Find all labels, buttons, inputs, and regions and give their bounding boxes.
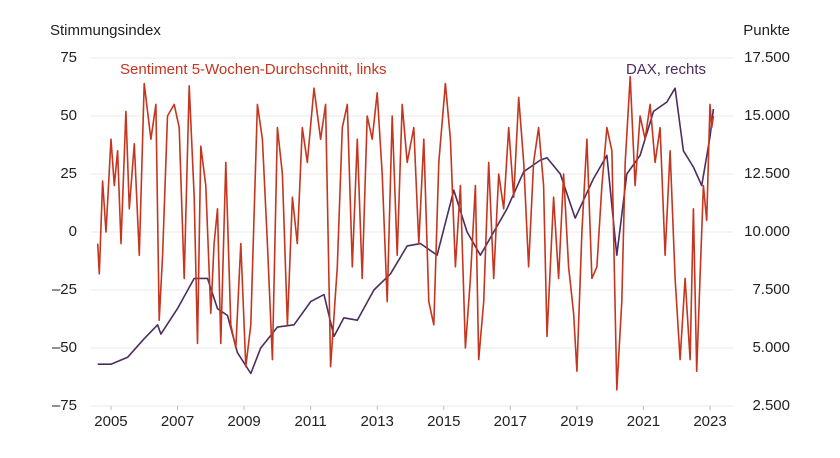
y2-axis-label: Punkte bbox=[743, 22, 790, 39]
series-line bbox=[96, 75, 715, 391]
y2-tick-label: 5.000 bbox=[752, 339, 790, 356]
y2-tick-label: 12.500 bbox=[744, 165, 790, 182]
x-tick-label: 2015 bbox=[427, 413, 460, 430]
x-tick-label: 2019 bbox=[560, 413, 593, 430]
x-tick-label: 2023 bbox=[693, 413, 726, 430]
x-tick-label: 2007 bbox=[161, 413, 194, 430]
legend-label: DAX, rechts bbox=[626, 61, 706, 78]
y-tick-label: 75 bbox=[60, 49, 77, 66]
legend-label: Sentiment 5-Wochen-Durchschnitt, links bbox=[120, 61, 387, 78]
y-tick-label: 50 bbox=[60, 107, 77, 124]
y-tick-label: –25 bbox=[52, 281, 77, 298]
x-tick-label: 2011 bbox=[295, 413, 327, 430]
series-line bbox=[97, 87, 715, 375]
y-tick-label: –75 bbox=[52, 397, 77, 414]
x-tick-label: 2005 bbox=[94, 413, 127, 430]
x-tick-label: 2013 bbox=[361, 413, 394, 430]
x-tick-label: 2021 bbox=[627, 413, 660, 430]
y2-tick-label: 10.000 bbox=[744, 223, 790, 240]
y2-tick-label: 7.500 bbox=[752, 281, 790, 298]
y-tick-label: 25 bbox=[60, 165, 77, 182]
y2-tick-label: 2.500 bbox=[752, 397, 790, 414]
x-tick-label: 2009 bbox=[227, 413, 260, 430]
y-tick-label: –50 bbox=[52, 339, 77, 356]
y2-tick-label: 17.500 bbox=[744, 49, 790, 66]
y2-tick-label: 15.000 bbox=[744, 107, 790, 124]
y-axis-label: Stimmungsindex bbox=[50, 22, 161, 39]
y-tick-label: 0 bbox=[69, 223, 77, 240]
x-tick-label: 2017 bbox=[494, 413, 527, 430]
